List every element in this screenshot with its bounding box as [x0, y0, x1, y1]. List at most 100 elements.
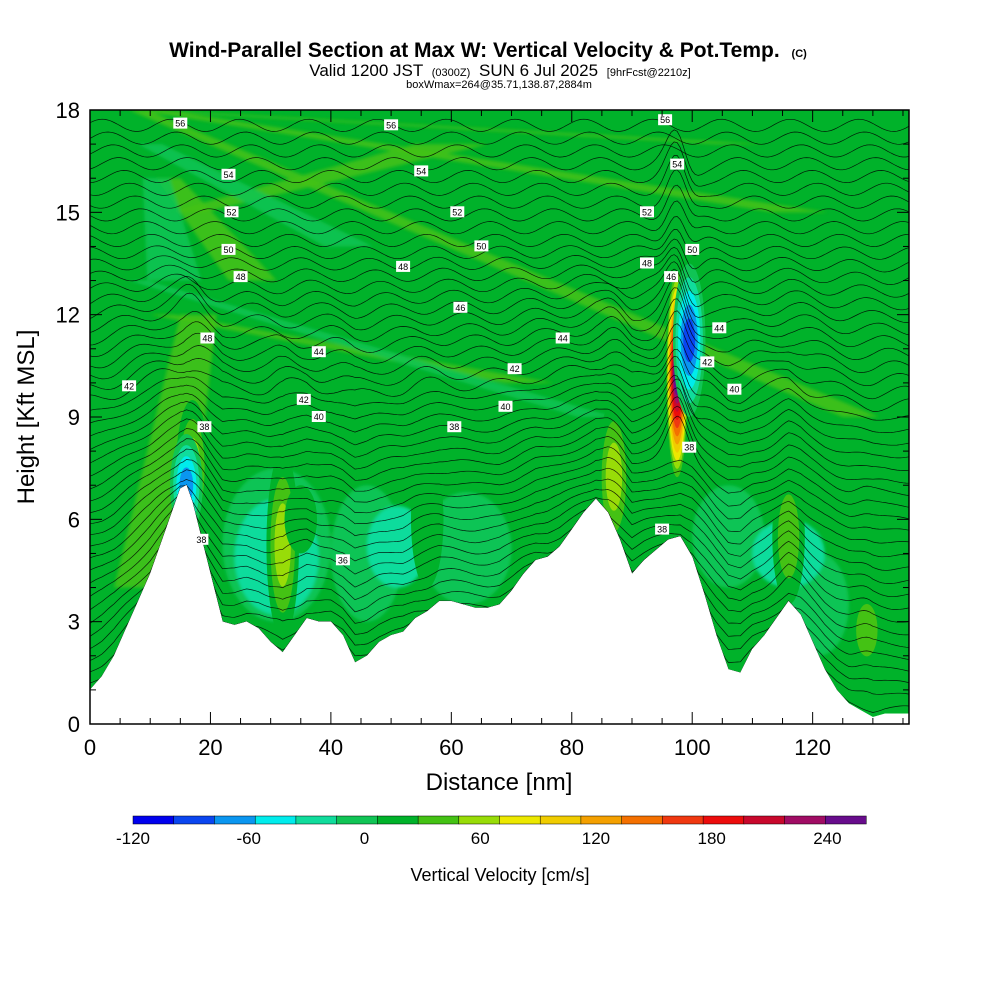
contour-label-bg [194, 533, 209, 545]
contour-label-bg [122, 380, 137, 392]
contour-label: 40 [311, 411, 326, 422]
theta-contours [90, 118, 909, 713]
x-axis: 0 20 40 60 80 100 120 [84, 110, 904, 760]
valid-time: Valid 1200 JST [309, 61, 423, 80]
contour-label: 36 [335, 554, 350, 566]
theta-contour [90, 131, 909, 145]
contour-label-bg [173, 117, 188, 129]
theta-contour [90, 277, 909, 336]
y-tick-label: 18 [56, 98, 80, 123]
contour-label-bg [396, 260, 411, 272]
contour-label-bg [414, 165, 429, 177]
y-tick-label: 6 [68, 507, 80, 532]
colorbar-tick-label: -120 [116, 829, 150, 848]
contour-label: 52 [640, 206, 654, 218]
theta-contour [90, 261, 909, 311]
x-tick-label: 0 [84, 735, 96, 760]
contour-label-bg [224, 206, 239, 218]
contour-label-bg [296, 393, 311, 405]
contour-label-text: 56 [175, 119, 185, 129]
colorbar-label: Vertical Velocity [cm/s] [410, 865, 589, 885]
contour-label-bg [555, 332, 570, 344]
x-tick-label: 120 [794, 735, 831, 760]
contour-label: 42 [700, 356, 715, 368]
contour-label: 54 [670, 158, 685, 170]
contour-label: 48 [200, 332, 215, 344]
contour-label-bg [311, 411, 326, 422]
theta-contour [90, 310, 909, 373]
theta-contour [90, 246, 909, 285]
contour-label: 38 [197, 421, 212, 433]
contour-label-text: 40 [314, 412, 324, 422]
svg-text:Valid 1200 JST (0300Z): Valid 1200 JST (0300Z) SUN 6 Jul 2025 [9… [309, 61, 690, 80]
theta-contour [90, 374, 909, 446]
x-tick-label: 40 [319, 735, 343, 760]
contour-label-bg [640, 257, 654, 269]
contour-label-text: 50 [687, 245, 697, 255]
theta-contour [90, 254, 909, 298]
colorbar-swatch [662, 815, 704, 825]
contour-label-text: 54 [672, 160, 682, 170]
contour-label: 50 [221, 243, 236, 255]
colorbar-tick-label: -60 [236, 829, 261, 848]
theta-contour [90, 323, 909, 387]
contour-label-bg [453, 301, 468, 313]
contour-label-text: 50 [476, 241, 486, 251]
theta-contour [90, 298, 909, 360]
colorbar-tick-label: 180 [697, 829, 725, 848]
theta-contour [90, 336, 909, 400]
contour-label-bg [311, 346, 326, 358]
contour-label-text: 38 [657, 525, 667, 535]
x-tick-label: 20 [198, 735, 222, 760]
colorbar-swatch [702, 815, 745, 825]
contour-label: 40 [498, 400, 513, 412]
theta-contour [90, 238, 909, 273]
contour-label-text: 38 [199, 422, 209, 432]
contour-label-bg [335, 554, 350, 566]
theta-contour [90, 467, 909, 544]
contour-label-bg [727, 383, 742, 395]
contour-label-text: 40 [729, 385, 739, 395]
contour-label-bg [197, 421, 212, 433]
contour-label: 40 [727, 383, 742, 395]
velocity-sink-zone [421, 492, 512, 605]
contour-label: 56 [384, 119, 399, 131]
theta-contour [90, 144, 909, 158]
contour-label-text: 38 [449, 422, 459, 432]
x-tick-label: 80 [560, 735, 584, 760]
contour-label: 44 [555, 332, 570, 344]
y-axis-label: Height [Kft MSL] [13, 330, 40, 505]
contour-label-text: 56 [660, 115, 670, 125]
contour-label-bg [507, 363, 522, 375]
contour-label-text: 40 [500, 402, 510, 412]
y-tick-label: 9 [68, 405, 80, 430]
contour-label: 54 [414, 165, 429, 177]
velocity-band [132, 110, 765, 145]
colorbar-swatch [825, 815, 867, 825]
theta-contour [90, 484, 909, 636]
colorbar: -120 -60 0 60 120 180 240 [116, 815, 867, 848]
velocity-plume-level [605, 442, 623, 511]
contour-label-bg [682, 441, 697, 453]
y-tick-label: 15 [56, 200, 80, 225]
velocity-band [150, 314, 554, 383]
y-tick-label: 3 [68, 610, 80, 635]
contour-label-text: 44 [714, 323, 724, 333]
contour-label-text: 48 [236, 272, 246, 282]
contour-label-text: 54 [223, 170, 233, 180]
contour-label: 48 [233, 271, 248, 283]
contour-label-text: 44 [314, 347, 324, 357]
theta-contour [90, 268, 909, 323]
colorbar-tick-label: 60 [471, 829, 490, 848]
y-tick-label: 12 [56, 303, 80, 328]
contour-label-bg [474, 240, 489, 252]
contour-label: 38 [655, 523, 670, 535]
contour-label-text: 54 [416, 166, 426, 176]
chart-title: Wind-Parallel Section at Max W: Vertical… [169, 39, 807, 91]
contour-label: 44 [712, 322, 727, 334]
contour-label: 42 [122, 380, 137, 392]
velocity-band [156, 178, 277, 281]
contour-label-bg [200, 332, 215, 344]
x-tick-label: 100 [674, 735, 711, 760]
